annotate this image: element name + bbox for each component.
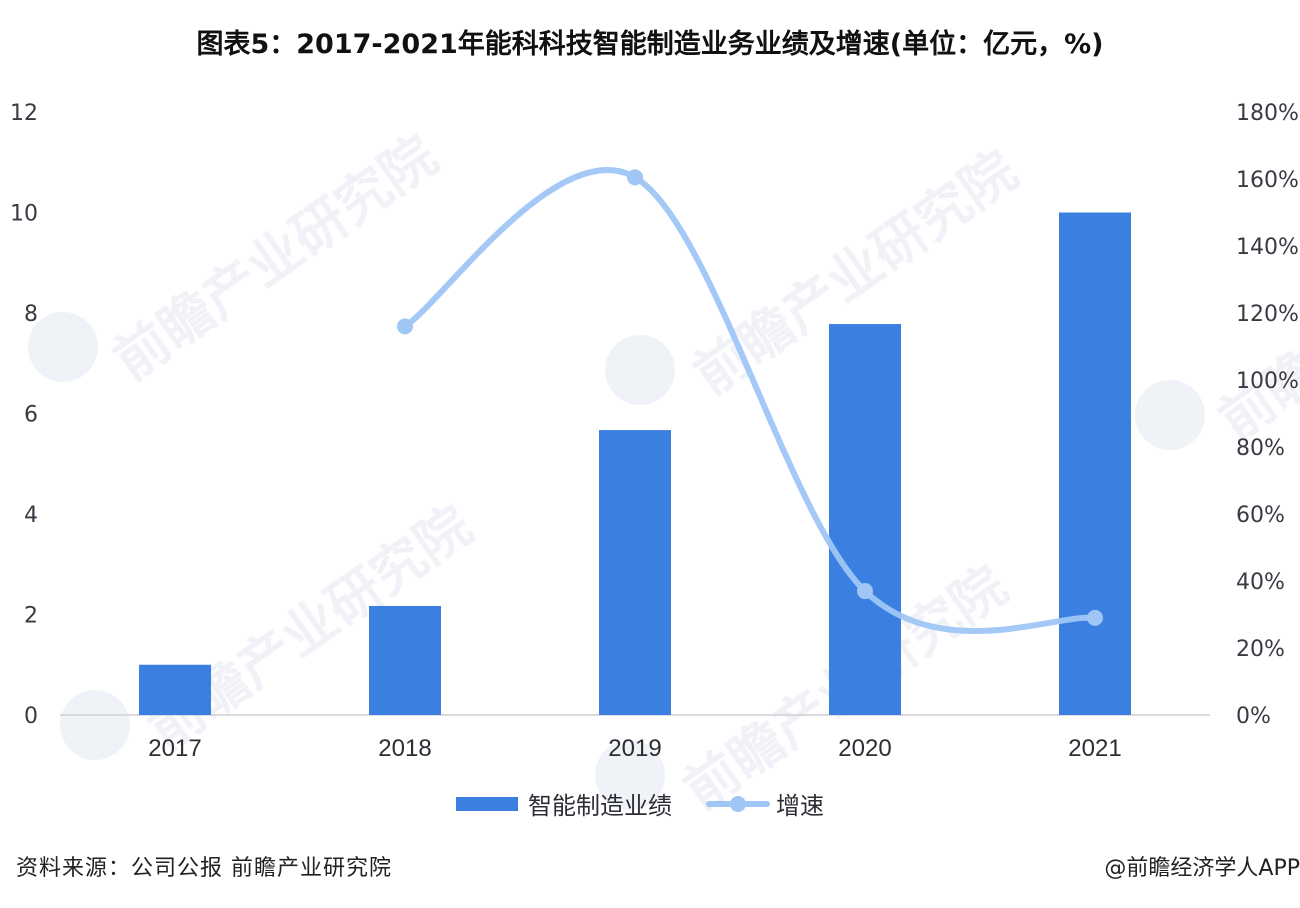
bar-series <box>139 212 1131 715</box>
y-right-tick-label: 180% <box>1236 101 1299 126</box>
x-tick-label: 2017 <box>148 735 201 762</box>
y-right-tick-label: 140% <box>1236 235 1299 260</box>
y-left-tick-label: 12 <box>10 101 38 126</box>
bar-2019 <box>599 430 671 715</box>
bar-2021 <box>1059 212 1131 715</box>
y-right-tick-label: 120% <box>1236 302 1299 327</box>
line-point-marker <box>627 169 643 186</box>
legend: 智能制造业绩 增速 <box>456 786 824 821</box>
x-tick-label: 2018 <box>378 735 431 762</box>
growth-line <box>402 167 1098 634</box>
x-tick-label: 2019 <box>608 735 661 762</box>
legend-bar-label: 智能制造业绩 <box>528 792 672 820</box>
bar-2017 <box>139 664 211 715</box>
x-tick-label: 2020 <box>838 735 891 762</box>
credit-note: @前瞻经济学人APP <box>1104 856 1300 881</box>
y-right-tick-label: 60% <box>1236 503 1285 528</box>
line-marker-swatch-icon <box>706 794 770 814</box>
y-left-tick-label: 4 <box>24 503 38 528</box>
legend-item-bar: 智能制造业绩 <box>456 786 672 821</box>
legend-line-label: 增速 <box>776 792 824 820</box>
y-axis-right: 0% 20% 40% 60% 80% 100% 120% 140% 160% 180% <box>1236 101 1299 729</box>
line-series <box>397 167 1103 634</box>
y-left-tick-label: 6 <box>24 403 38 428</box>
x-tick-label: 2021 <box>1068 735 1121 762</box>
legend-item-line: 增速 <box>672 786 824 821</box>
line-point-marker <box>397 318 413 335</box>
x-axis: 2017 2018 2019 2020 2021 <box>148 735 1121 762</box>
chart-title: 图表5：2017-2021年能科科技智能制造业务业绩及增速(单位：亿元，%) <box>196 29 1104 60</box>
y-right-tick-label: 20% <box>1236 637 1285 662</box>
y-right-tick-label: 100% <box>1236 369 1299 394</box>
line-point-marker <box>857 583 873 600</box>
y-right-tick-label: 40% <box>1236 570 1285 595</box>
bar-2020 <box>829 324 901 715</box>
y-axis-left: 0 2 4 6 8 10 12 <box>10 101 38 729</box>
y-right-tick-label: 0% <box>1236 704 1271 729</box>
y-right-tick-label: 80% <box>1236 436 1285 461</box>
y-left-tick-label: 8 <box>24 302 38 327</box>
y-left-tick-label: 10 <box>10 202 38 227</box>
y-right-tick-label: 160% <box>1236 168 1299 193</box>
line-point-marker <box>1087 609 1103 626</box>
source-note: 资料来源：公司公报 前瞻产业研究院 <box>16 856 392 881</box>
y-left-tick-label: 2 <box>24 604 38 629</box>
bar-swatch-icon <box>456 796 518 811</box>
y-left-tick-label: 0 <box>24 704 38 729</box>
bar-2018 <box>369 605 441 715</box>
